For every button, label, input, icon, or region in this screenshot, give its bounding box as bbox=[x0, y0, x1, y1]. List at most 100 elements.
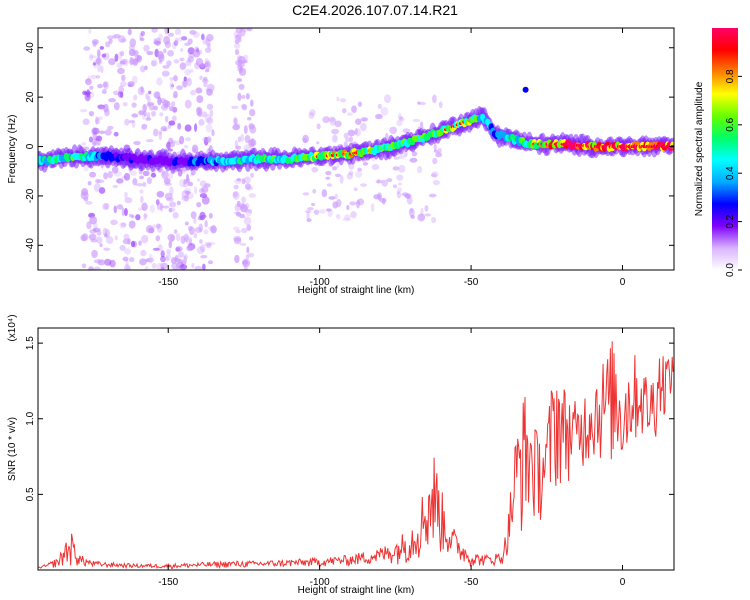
speckle-point bbox=[162, 65, 170, 69]
speckle-point bbox=[87, 75, 91, 83]
snr-y-label: SNR (10 * v/v) bbox=[7, 417, 18, 481]
speckle-point bbox=[104, 129, 112, 136]
speckle-point bbox=[184, 99, 192, 109]
speckle-point bbox=[432, 94, 437, 104]
speckle-point bbox=[360, 122, 367, 132]
speckle-point bbox=[206, 136, 212, 143]
speckle-point bbox=[196, 111, 202, 116]
speckle-point bbox=[146, 139, 154, 143]
speckle-point bbox=[124, 208, 128, 217]
speckle-point bbox=[350, 211, 357, 219]
speckle-point bbox=[138, 110, 145, 116]
speckle-point bbox=[166, 60, 172, 67]
speckle-point bbox=[101, 89, 107, 95]
speckle-point bbox=[186, 178, 190, 183]
speckle-point bbox=[173, 59, 180, 64]
speckle-point bbox=[332, 166, 337, 171]
speckle-point bbox=[145, 258, 150, 263]
speckle-point bbox=[331, 128, 340, 135]
speckle-point bbox=[121, 207, 125, 217]
speckle-point bbox=[168, 106, 175, 112]
speckle-point bbox=[116, 178, 124, 184]
speckle-point bbox=[183, 255, 187, 265]
speckle-point bbox=[105, 236, 114, 245]
speckle-point bbox=[411, 151, 418, 157]
speckle-point bbox=[128, 220, 136, 229]
speckle-point bbox=[198, 188, 205, 194]
x-tick-label: -150 bbox=[158, 577, 178, 588]
speckle-point bbox=[242, 259, 251, 268]
speckle-point bbox=[205, 123, 213, 133]
speckle-point bbox=[193, 232, 198, 239]
speckle-point bbox=[175, 266, 183, 270]
speckle-point bbox=[237, 136, 242, 143]
speckle-point bbox=[235, 60, 243, 66]
speckle-point bbox=[351, 105, 357, 114]
speckle-point bbox=[155, 223, 161, 229]
speckle-point bbox=[93, 266, 101, 270]
snr-plot-area bbox=[38, 328, 674, 570]
speckle-point bbox=[90, 238, 98, 243]
speckle-point bbox=[131, 102, 137, 108]
speckle-point bbox=[234, 140, 239, 149]
speckle-point bbox=[190, 211, 197, 220]
speckle-point bbox=[163, 177, 171, 185]
speckle-point bbox=[185, 236, 192, 244]
speckle-point bbox=[171, 262, 178, 270]
speckle-point bbox=[89, 55, 97, 59]
speckle-point bbox=[163, 48, 167, 54]
snr-y-ticks: 1.5 1.0 0.5 bbox=[25, 336, 674, 501]
speckle-point bbox=[184, 195, 189, 203]
snr-marks bbox=[38, 341, 674, 570]
speckle-point bbox=[325, 176, 331, 180]
speckle-point bbox=[306, 218, 312, 223]
speckle-point bbox=[248, 193, 256, 198]
speckle-point bbox=[81, 142, 87, 146]
speckle-point bbox=[98, 130, 106, 134]
speckle-point bbox=[403, 150, 408, 158]
speckle-point bbox=[117, 67, 125, 75]
speckle-point bbox=[173, 90, 178, 99]
speckle-point bbox=[204, 47, 212, 54]
speckle-point bbox=[145, 93, 149, 100]
speckle-point bbox=[241, 104, 248, 111]
x-tick-label: -100 bbox=[310, 277, 330, 288]
speckle-point bbox=[97, 116, 103, 120]
speckle-point bbox=[183, 253, 189, 261]
x-tick-label: 0 bbox=[620, 577, 626, 588]
speckle-point bbox=[316, 123, 321, 130]
speckle-point bbox=[168, 172, 174, 180]
speckle-point bbox=[196, 95, 204, 104]
speckle-point bbox=[145, 225, 154, 234]
speckle-point bbox=[204, 62, 210, 67]
speckle-point bbox=[123, 172, 131, 181]
speckle-point bbox=[157, 96, 162, 106]
speckle-point bbox=[100, 65, 104, 74]
speckle-point bbox=[92, 62, 97, 66]
speckle-point bbox=[244, 183, 251, 190]
speckle-point bbox=[232, 191, 238, 198]
speckle-point bbox=[168, 120, 176, 126]
speckle-point bbox=[195, 87, 203, 94]
speckle-point bbox=[92, 127, 100, 135]
speckle-point bbox=[313, 209, 320, 215]
speckle-point bbox=[243, 176, 251, 184]
speckle-point bbox=[164, 115, 169, 123]
speckle-point bbox=[97, 259, 106, 266]
speckle-point bbox=[211, 129, 215, 137]
speckle-point bbox=[318, 208, 326, 214]
speckle-point bbox=[375, 179, 384, 184]
speckle-point bbox=[205, 38, 211, 47]
speckle-point bbox=[248, 236, 254, 241]
x-tick-label: -50 bbox=[464, 577, 479, 588]
speckle-point bbox=[250, 172, 254, 178]
speckle-point bbox=[184, 124, 192, 132]
speckle-point bbox=[124, 191, 128, 199]
speckle-point bbox=[177, 36, 183, 42]
speckle-point bbox=[163, 35, 171, 45]
speckle-point bbox=[306, 207, 314, 211]
speckle-point bbox=[196, 246, 205, 255]
speckle-point bbox=[133, 140, 141, 146]
speckle-point bbox=[178, 251, 184, 258]
speckle-point bbox=[233, 117, 238, 125]
